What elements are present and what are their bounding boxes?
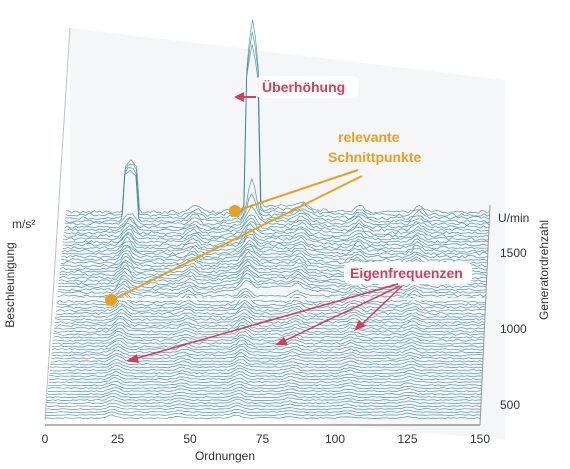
waterfall-trace (48, 377, 482, 384)
z-tick-label: 1500 (500, 246, 527, 260)
intersection-pointer-2 (111, 175, 363, 301)
overshoot-arrowhead (234, 92, 244, 102)
waterfall-trace (46, 402, 481, 407)
x-axis-ticks: 0 25 50 75 100 125 150 (42, 432, 491, 446)
waterfall-trace (52, 336, 484, 345)
x-tick-label: 50 (183, 432, 197, 446)
intersections-label-line2: Schnittpunkte (328, 149, 422, 165)
natural-pointer-2 (281, 285, 401, 343)
waterfall-trace (64, 205, 490, 229)
z-axis-label: Generatordrehzahl (537, 220, 551, 320)
intersections-label-line1: relevante (338, 129, 400, 145)
waterfall-trace (53, 331, 485, 339)
waterfall-trace (47, 393, 482, 399)
x-axis-label: Ordnungen (195, 449, 255, 463)
waterfall-trace (47, 383, 482, 390)
waterfall-trace (44, 414, 481, 419)
waterfall-trace (61, 239, 489, 256)
waterfall-trace (45, 405, 481, 410)
natural-pointer-1-head (126, 354, 139, 363)
intersection-point-2 (105, 294, 117, 306)
waterfall-trace (49, 364, 483, 372)
waterfall-trace (49, 367, 483, 375)
z-tick-label: 500 (500, 398, 520, 412)
natural-frequencies-label: Eigenfrequenzen (350, 265, 463, 281)
intersection-point-1 (229, 205, 241, 217)
waterfall-trace (55, 308, 485, 318)
natural-frequencies-label-bg (344, 262, 472, 284)
waterfall-trace (62, 228, 489, 244)
waterfall-trace (46, 395, 481, 402)
waterfall-traces (44, 19, 491, 419)
x-tick-label: 25 (111, 432, 125, 446)
waterfall-trace (53, 327, 485, 336)
waterfall-trace (51, 351, 483, 360)
waterfall-trace (54, 317, 485, 327)
waterfall-trace (50, 358, 483, 366)
x-tick-label: 75 (256, 432, 270, 446)
natural-pointer-3-head (354, 320, 366, 331)
waterfall-trace (56, 299, 486, 309)
x-tick-label: 150 (470, 432, 490, 446)
waterfall-trace (49, 370, 483, 378)
waterfall-trace (47, 390, 482, 396)
waterfall-trace (55, 305, 486, 315)
waterfall-trace (60, 251, 488, 268)
waterfall-trace (65, 19, 491, 214)
waterfall-trace (51, 343, 484, 351)
waterfall-trace (48, 373, 482, 381)
y-axis-unit: m/s² (12, 217, 35, 231)
waterfall-trace (55, 302, 486, 312)
x-tick-label: 0 (42, 432, 49, 446)
waterfall-trace (60, 248, 488, 265)
waterfall-trace (63, 221, 489, 238)
y-axis-label: Beschleunigung (3, 242, 17, 327)
waterfall-trace (51, 348, 484, 357)
waterfall-trace (61, 245, 488, 262)
waterfall-trace (47, 387, 482, 393)
waterfall-trace (61, 243, 488, 259)
x-tick-label: 100 (325, 432, 345, 446)
waterfall-trace (45, 411, 481, 416)
waterfall-trace (63, 223, 489, 241)
waterfall-trace (62, 229, 489, 247)
waterfall-trace (61, 236, 489, 253)
waterfall-trace (58, 277, 487, 292)
x-tick-label: 125 (397, 432, 417, 446)
waterfall-trace (54, 321, 485, 330)
waterfall-trace (65, 31, 491, 217)
overshoot-label-bg (256, 76, 358, 98)
waterfall-trace (64, 169, 490, 223)
waterfall-trace (53, 324, 485, 333)
waterfall-trace (50, 362, 483, 369)
waterfall-trace (52, 334, 484, 342)
waterfall-trace (63, 217, 490, 235)
waterfall-trace (45, 408, 481, 413)
waterfall-trace (50, 355, 483, 363)
natural-pointer-3 (359, 285, 403, 327)
waterfall-trace (48, 380, 482, 387)
waterfall-trace (64, 214, 490, 232)
natural-pointer-2-head (275, 337, 288, 345)
waterfall-trace (52, 340, 484, 348)
z-axis-ticks: 500 1000 1500 (500, 246, 527, 412)
left-wall-edge (44, 27, 71, 421)
intersection-pointer-1 (235, 169, 359, 212)
waterfall-trace (46, 398, 481, 404)
waterfall-trace (54, 315, 485, 324)
waterfall-trace (57, 279, 487, 295)
natural-pointer-1 (133, 283, 399, 360)
overshoot-label: Überhöhung (262, 79, 345, 95)
z-axis-line (479, 204, 491, 426)
waterfall-trace (51, 345, 484, 354)
waterfall-trace (62, 234, 489, 250)
z-axis-unit: U/min (498, 211, 529, 225)
z-tick-label: 1000 (500, 322, 527, 336)
waterfall-trace (54, 312, 485, 321)
